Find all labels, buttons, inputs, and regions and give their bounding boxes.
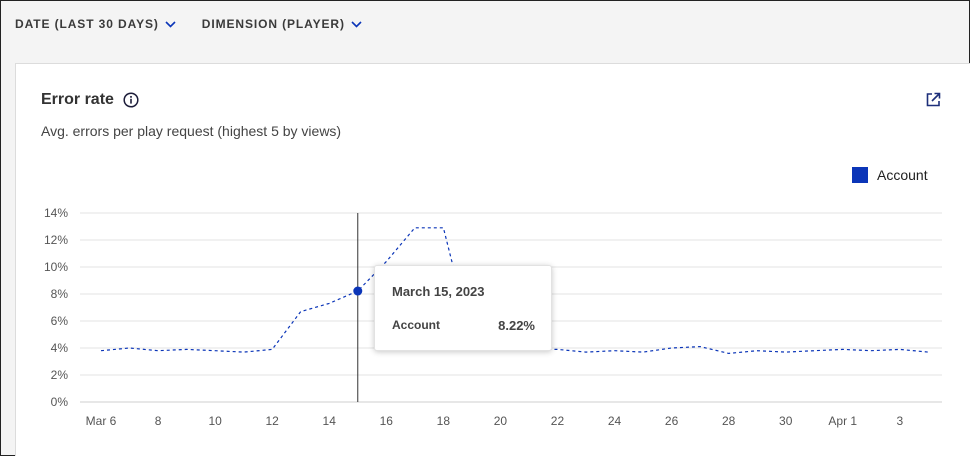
y-tick-label: 12%	[44, 233, 68, 247]
card-title: Error rate	[41, 91, 114, 108]
x-tick-label: 10	[208, 414, 222, 428]
x-tick-label: 28	[722, 414, 736, 428]
date-filter-label: DATE (LAST 30 DAYS)	[15, 17, 159, 31]
x-tick-label: 24	[608, 414, 622, 428]
x-tick-label: 30	[779, 414, 793, 428]
error-rate-card: Error rate Avg. errors per play request …	[15, 63, 970, 456]
x-tick-label: Mar 6	[86, 414, 117, 428]
tooltip-series-name: Account	[392, 318, 440, 332]
chart-tooltip: March 15, 2023 Account 8.22%	[374, 265, 552, 351]
dimension-filter-dropdown[interactable]: DIMENSION (PLAYER)	[202, 17, 362, 31]
x-tick-label: 20	[494, 414, 508, 428]
x-tick-label: 16	[380, 414, 394, 428]
x-tick-label: 26	[665, 414, 679, 428]
y-tick-label: 14%	[44, 206, 68, 220]
hover-point	[353, 286, 363, 296]
share-icon[interactable]	[925, 91, 942, 108]
tooltip-value: 8.22%	[498, 318, 535, 333]
card-subtitle: Avg. errors per play request (highest 5 …	[41, 123, 342, 139]
x-tick-label: 14	[323, 414, 337, 428]
x-tick-label: 3	[896, 414, 903, 428]
dimension-filter-label: DIMENSION (PLAYER)	[201, 17, 345, 31]
chevron-down-icon	[351, 20, 362, 28]
x-tick-label: 12	[266, 414, 280, 428]
x-tick-label: 8	[155, 414, 162, 428]
y-tick-label: 10%	[44, 260, 68, 274]
tooltip-date: March 15, 2023	[392, 284, 485, 299]
y-tick-label: 0%	[51, 395, 69, 409]
x-tick-label: 22	[551, 414, 565, 428]
x-tick-label: 18	[437, 414, 451, 428]
legend-swatch	[852, 167, 868, 183]
y-tick-label: 8%	[51, 287, 69, 301]
info-icon[interactable]	[123, 92, 139, 108]
legend-label: Account	[877, 167, 928, 183]
chart-legend: Account	[852, 167, 928, 183]
y-tick-label: 6%	[51, 314, 69, 328]
y-tick-label: 4%	[51, 341, 69, 355]
date-filter-dropdown[interactable]: DATE (LAST 30 DAYS)	[15, 17, 176, 31]
chevron-down-icon	[165, 20, 176, 28]
x-tick-label: Apr 1	[828, 414, 857, 428]
y-tick-label: 2%	[51, 368, 69, 382]
filter-bar: DATE (LAST 30 DAYS) DIMENSION (PLAYER)	[1, 1, 969, 47]
error-rate-chart: 0% 2% 4% 6% 8% 10% 12% 14% Mar 6 8 10 12 14 16 18 20 22 2…	[44, 206, 942, 428]
